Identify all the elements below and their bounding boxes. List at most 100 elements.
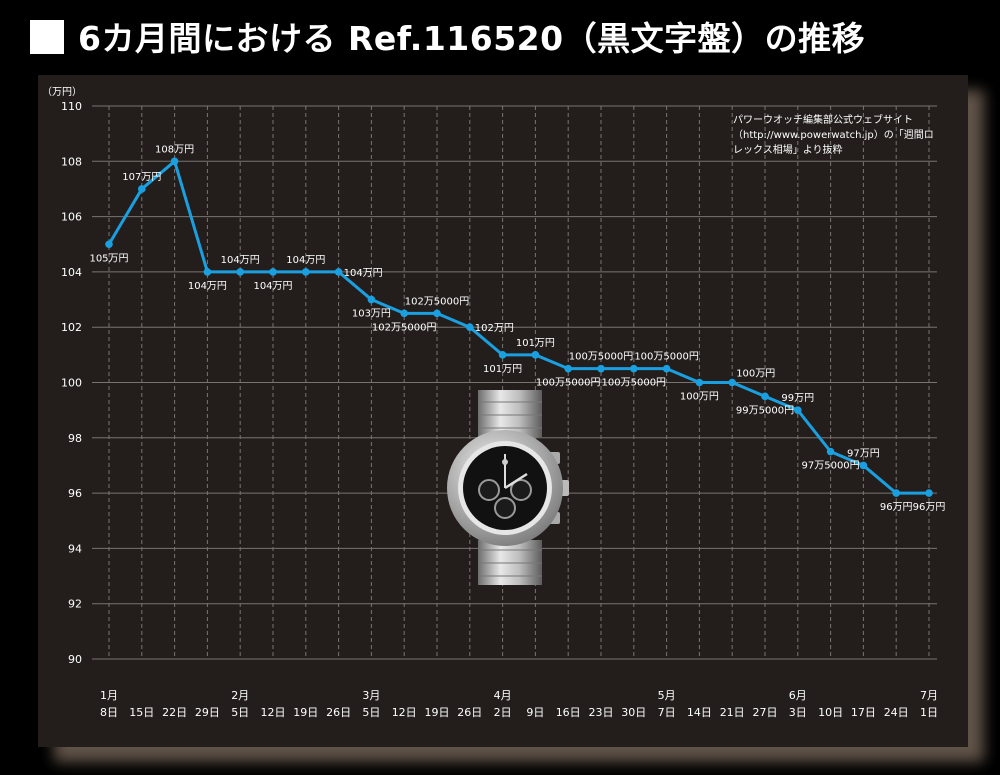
data-point <box>925 489 933 497</box>
data-point <box>892 489 900 497</box>
data-label: 108万円 <box>155 144 194 155</box>
data-point <box>531 351 540 359</box>
data-label: 105万円 <box>89 253 128 264</box>
data-point <box>269 268 277 276</box>
x-tick-day: 8日 <box>100 706 118 719</box>
y-tick-label: 108 <box>61 155 82 168</box>
data-point <box>630 364 638 373</box>
data-point <box>498 351 507 359</box>
square-bullet-icon <box>30 20 64 54</box>
data-label: 100万5000円 <box>602 378 667 389</box>
data-point <box>695 378 704 387</box>
data-label: 100万円 <box>736 369 775 380</box>
data-label: 101万円 <box>516 338 555 349</box>
data-label: 97万5000円 <box>802 461 860 472</box>
x-tick-day: 29日 <box>195 706 220 719</box>
data-point <box>794 406 802 414</box>
x-tick-day: 14日 <box>687 706 712 719</box>
x-tick-day: 7日 <box>658 706 676 719</box>
data-label: 107万円 <box>122 172 161 183</box>
rolex-watch-image <box>447 390 569 585</box>
data-label: 100万5000円 <box>634 352 699 363</box>
x-tick-day: 5日 <box>362 706 380 719</box>
data-label: 104万円 <box>253 281 292 292</box>
x-tick-day: 15日 <box>129 706 154 719</box>
data-label: 104万円 <box>344 268 383 279</box>
x-tick-month: 3月 <box>362 689 380 702</box>
x-tick-day: 9日 <box>526 706 544 719</box>
data-point <box>367 295 376 304</box>
data-label: 102万5000円 <box>405 296 470 307</box>
data-point <box>203 268 212 276</box>
data-point <box>433 309 441 318</box>
data-label: 104万円 <box>221 255 260 266</box>
data-label: 99万円 <box>781 393 814 404</box>
y-tick-label: 92 <box>68 598 82 611</box>
x-tick-day: 12日 <box>392 706 417 719</box>
x-tick-day: 22日 <box>162 706 187 719</box>
y-tick-label: 104 <box>61 266 82 279</box>
x-tick-day: 26日 <box>326 706 351 719</box>
series-line <box>107 159 929 495</box>
data-label: 103万円 <box>352 309 391 320</box>
x-tick-day: 24日 <box>884 706 909 719</box>
data-label: 101万円 <box>483 364 522 375</box>
data-point <box>564 364 572 373</box>
y-axis-label: （万円） <box>42 86 82 98</box>
y-tick-label: 96 <box>68 487 82 500</box>
data-point <box>826 447 835 456</box>
x-tick-month: 2月 <box>231 689 249 702</box>
data-label: 102万円 <box>475 323 514 334</box>
x-tick-day: 12日 <box>261 706 286 719</box>
data-label: 104万円 <box>188 281 227 292</box>
data-point <box>400 309 409 318</box>
x-tick-day: 16日 <box>556 706 581 719</box>
x-tick-day: 10日 <box>818 706 843 719</box>
data-point <box>334 268 343 276</box>
data-point <box>236 268 244 276</box>
data-point <box>466 323 474 332</box>
data-point <box>728 378 736 387</box>
data-label: 100万5000円 <box>569 352 634 363</box>
title-text: 6カ月間における Ref.116520（黒文字盤）の推移 <box>78 19 866 58</box>
data-label: 96万円 <box>913 502 946 513</box>
y-tick-label: 94 <box>68 542 82 555</box>
x-tick-day: 17日 <box>851 706 876 719</box>
data-point <box>105 240 113 249</box>
source-note: パワーウオッチ編集部公式ウェブサイト（http://www.powerwatch… <box>733 115 934 156</box>
page-title: 6カ月間における Ref.116520（黒文字盤）の推移 <box>30 12 865 60</box>
x-tick-day: 23日 <box>589 706 614 719</box>
x-tick-day: 26日 <box>457 706 482 719</box>
x-tick-month: 6月 <box>789 689 807 702</box>
data-label: 100万円 <box>680 392 719 403</box>
x-tick-day: 19日 <box>425 706 450 719</box>
data-point <box>302 268 310 276</box>
data-label: 102万5000円 <box>372 322 437 333</box>
y-tick-label: 102 <box>61 321 82 334</box>
x-tick-month: 5月 <box>658 689 676 702</box>
x-tick-month: 7月 <box>920 689 938 702</box>
data-label: 99万5000円 <box>736 405 794 416</box>
x-tick-month: 1月 <box>100 689 118 702</box>
data-point <box>859 461 868 470</box>
data-point <box>597 364 605 373</box>
y-tick-label: 100 <box>61 377 82 390</box>
data-label: 97万円 <box>847 448 880 459</box>
data-point <box>170 157 179 166</box>
data-label: 100万5000円 <box>536 378 601 389</box>
x-tick-day: 3日 <box>789 706 807 719</box>
x-tick-month: 4月 <box>494 689 512 702</box>
x-tick-day: 5日 <box>231 706 249 719</box>
data-point <box>761 392 769 401</box>
data-label: 96万円 <box>880 502 913 513</box>
y-tick-label: 106 <box>61 211 82 224</box>
x-tick-day: 2日 <box>494 706 512 719</box>
x-tick-day: 19日 <box>293 706 318 719</box>
y-tick-label: 110 <box>61 100 82 113</box>
data-label: 104万円 <box>286 255 325 266</box>
x-tick-day: 21日 <box>720 706 745 719</box>
x-tick-day: 30日 <box>621 706 646 719</box>
data-point <box>662 364 671 373</box>
y-tick-label: 90 <box>68 653 82 666</box>
